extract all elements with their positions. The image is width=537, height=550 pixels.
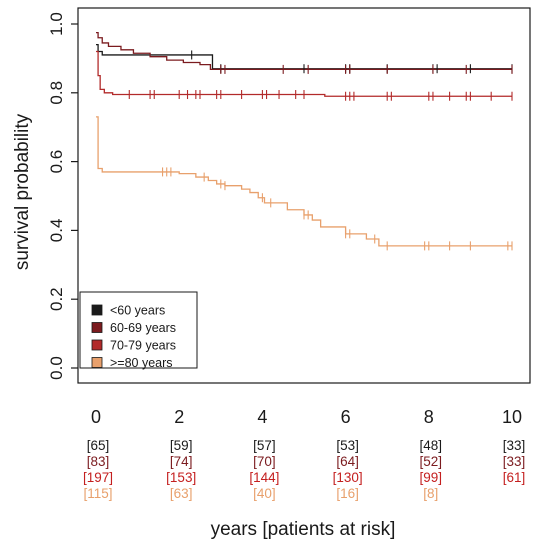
y-tick-label: 0.6	[47, 150, 66, 174]
y-axis-title: survival probability	[12, 113, 33, 270]
at-risk-count: [61]	[503, 470, 526, 485]
at-risk-count: [63]	[170, 486, 193, 501]
legend-label: <60 years	[110, 304, 165, 318]
legend-swatch	[91, 357, 103, 368]
x-tick-label: 2	[174, 407, 184, 427]
at-risk-count: [16]	[336, 486, 359, 501]
x-tick-label: 6	[341, 407, 351, 427]
at-risk-count: [115]	[83, 486, 112, 501]
y-tick-label: 0.8	[47, 81, 66, 105]
at-risk-count: [33]	[503, 454, 526, 469]
legend-label: 70-79 years	[110, 339, 176, 353]
at-risk-count: [153]	[166, 470, 196, 485]
survival-curve-0	[96, 43, 512, 70]
at-risk-count: [74]	[170, 454, 193, 469]
legend-label: >=80 years	[110, 356, 173, 370]
at-risk-count: [64]	[336, 454, 359, 469]
y-axis: 0.0 0.2 0.4 0.6 0.8 1.0	[47, 12, 78, 380]
y-tick-label: 0.0	[47, 356, 66, 380]
censor-marks	[128, 50, 513, 251]
y-tick-label: 1.0	[47, 12, 66, 36]
legend-label: 60-69 years	[110, 321, 176, 335]
at-risk-count: [33]	[503, 438, 526, 453]
y-tick-label: 0.2	[47, 287, 66, 311]
survival-curve-3	[96, 116, 512, 247]
at-risk-count: [197]	[83, 470, 113, 485]
at-risk-table: [65] [59] [57] [53] [48] [33] [83] [74] [70] [64]…	[83, 438, 525, 501]
x-tick-label: 0	[91, 407, 101, 427]
at-risk-count: [8]	[423, 486, 438, 501]
survival-curves	[96, 31, 512, 247]
at-risk-count: [70]	[253, 454, 276, 469]
at-risk-count: [83]	[87, 454, 110, 469]
legend-swatch	[91, 322, 103, 333]
plot-frame	[77, 7, 531, 384]
at-risk-count: [99]	[420, 470, 443, 485]
survival-curve-2	[96, 50, 512, 97]
legend: <60 years 60-69 years 70-79 years >=80 year…	[79, 291, 198, 370]
x-tick-label: 10	[502, 407, 522, 427]
survival-curve-1	[96, 31, 512, 71]
x-axis-title: years [patients at risk]	[211, 519, 396, 540]
x-tick-label: 8	[424, 407, 434, 427]
at-risk-count: [130]	[333, 470, 363, 485]
at-risk-count: [144]	[249, 470, 279, 485]
at-risk-count: [53]	[336, 438, 359, 453]
at-risk-count: [57]	[253, 438, 276, 453]
at-risk-count: [40]	[253, 486, 276, 501]
at-risk-count: [52]	[420, 454, 443, 469]
legend-swatch	[91, 304, 103, 316]
x-tick-label: 4	[257, 407, 267, 427]
x-axis: 0 2 4 6 8 10	[91, 407, 522, 427]
at-risk-count: [65]	[87, 438, 110, 453]
at-risk-count: [59]	[170, 438, 193, 453]
at-risk-count: [48]	[420, 438, 443, 453]
y-tick-label: 0.4	[47, 219, 66, 243]
legend-swatch	[91, 339, 103, 351]
